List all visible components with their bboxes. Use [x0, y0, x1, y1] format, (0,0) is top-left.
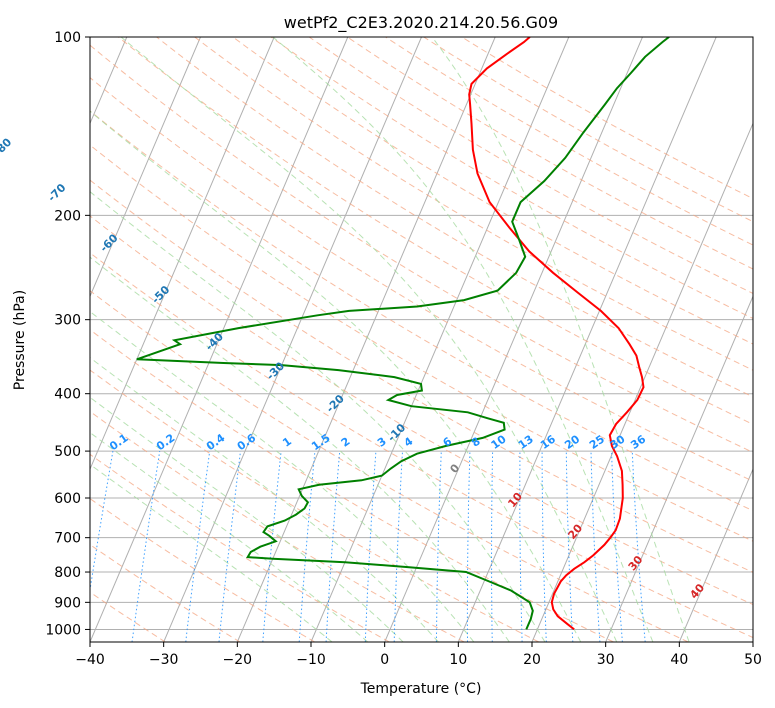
y-tick-label: 600	[54, 491, 81, 507]
mixing-ratio-line	[218, 451, 241, 642]
moist-adiabat	[90, 191, 546, 642]
x-tick-label: −20	[223, 652, 253, 668]
dry-adiabat	[90, 44, 753, 453]
moist-adiabat	[90, 256, 510, 642]
plot-frame	[89, 36, 754, 643]
moist-adiabat	[90, 431, 369, 642]
dry-adiabat	[194, 37, 753, 371]
y-tick-label: 400	[54, 387, 81, 403]
moist-adiabat	[90, 463, 333, 642]
x-tick-label: −30	[149, 652, 179, 668]
moist-adiabat	[431, 37, 690, 642]
y-tick-label: 500	[54, 444, 81, 460]
isotherm	[310, 37, 570, 642]
mixing-ratio-line	[131, 451, 161, 642]
y-tick-label: 300	[54, 313, 81, 329]
x-tick-label: 30	[597, 652, 615, 668]
dry-adiabat	[90, 252, 753, 639]
chart-title: wetPf2_C2E3.2020.214.20.56.G09	[284, 13, 558, 33]
y-tick-label: 800	[54, 565, 81, 581]
mixing-ratio-line	[185, 451, 211, 642]
moist-adiabat	[120, 37, 618, 642]
dry-adiabat	[90, 498, 315, 642]
isotherm	[605, 295, 753, 642]
isotherm	[531, 122, 753, 642]
isotherm	[384, 37, 643, 642]
moist-adiabat	[90, 310, 475, 642]
x-tick-label: −10	[296, 652, 326, 668]
x-tick-label: 10	[449, 652, 467, 668]
isotherm	[236, 37, 496, 642]
dry-adiabat	[232, 37, 753, 345]
y-tick-label: 100	[54, 30, 81, 46]
x-tick-label: 0	[380, 652, 389, 668]
y-tick-label: 1000	[45, 622, 81, 638]
isotherm	[90, 37, 201, 298]
dewpoint-line	[136, 37, 670, 630]
x-axis-label: Temperature (°C)	[360, 681, 482, 697]
y-tick-label: 900	[54, 595, 81, 611]
mixing-ratio-line	[90, 451, 114, 593]
moist-adiabat	[90, 356, 439, 642]
moist-adiabat	[272, 37, 654, 642]
moist-adiabat	[90, 396, 404, 642]
y-axis-label: Pressure (hPa)	[12, 290, 28, 390]
isotherm	[90, 37, 349, 642]
temperature-line	[468, 37, 645, 631]
x-tick-label: 20	[523, 652, 541, 668]
x-tick-label: 50	[744, 652, 762, 668]
isotherm	[90, 37, 275, 471]
x-tick-label: −40	[75, 652, 105, 668]
x-tick-label: 40	[670, 652, 688, 668]
dry-adiabat	[90, 215, 753, 606]
dry-adiabat	[90, 329, 614, 642]
dry-adiabat	[156, 37, 753, 398]
isotherm	[163, 37, 422, 642]
y-tick-label: 700	[54, 531, 81, 547]
dry-adiabat	[90, 290, 689, 642]
y-tick-label: 200	[54, 208, 81, 224]
isotherm	[457, 37, 717, 642]
dry-adiabat	[90, 369, 540, 642]
isotherm	[678, 467, 753, 642]
